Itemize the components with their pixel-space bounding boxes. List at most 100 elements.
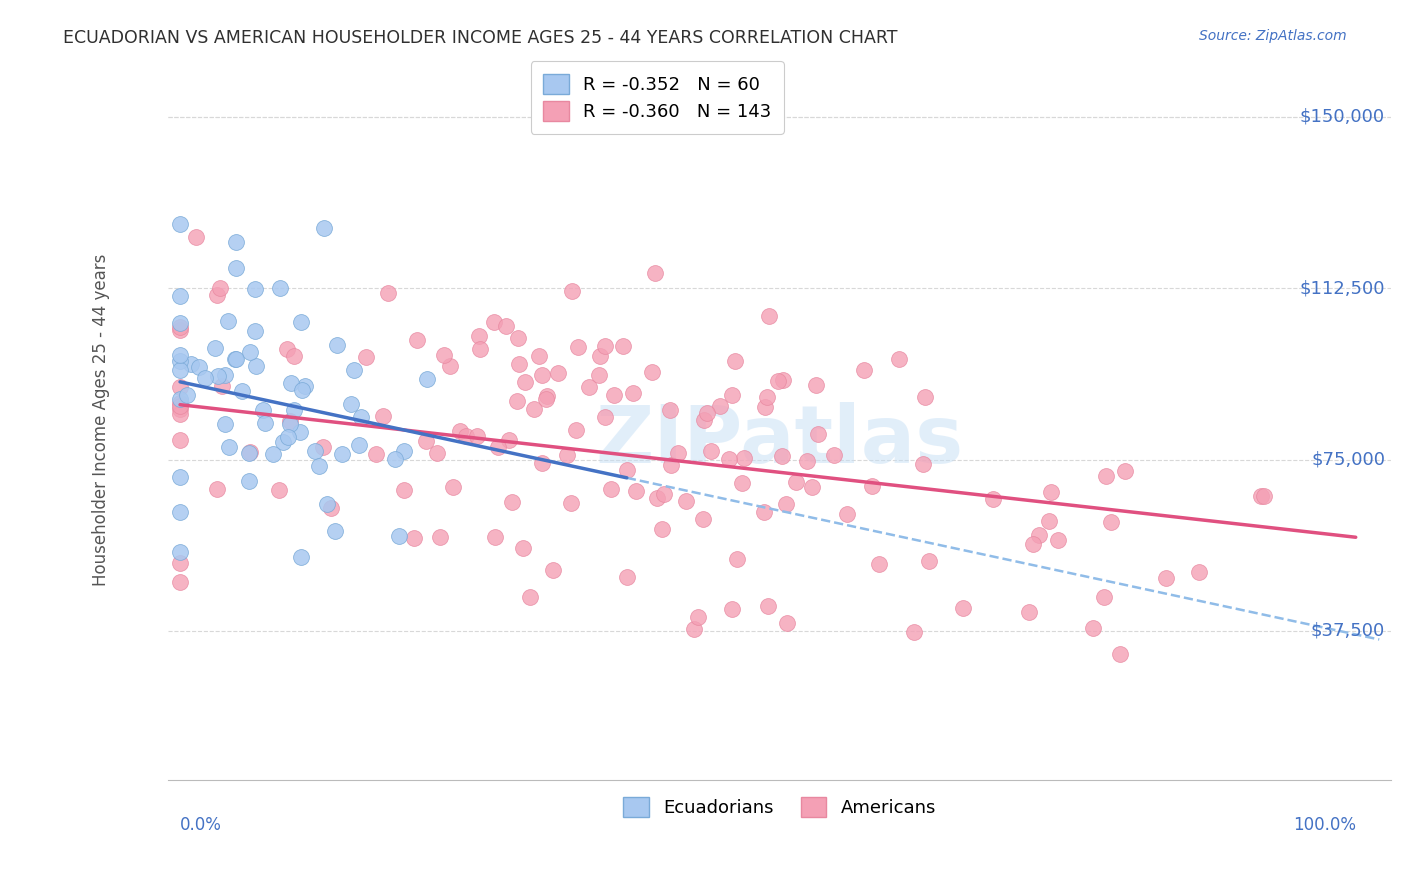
Point	[169, 505, 191, 519]
Point	[169, 316, 191, 330]
Point	[184, 230, 207, 244]
Point	[565, 423, 588, 437]
Text: 0.0%: 0.0%	[180, 816, 222, 834]
Point	[589, 349, 612, 363]
Point	[415, 372, 437, 386]
Point	[721, 602, 744, 616]
Point	[578, 380, 600, 394]
Point	[758, 310, 780, 324]
Point	[404, 531, 426, 545]
Point	[388, 529, 411, 543]
Point	[288, 425, 311, 440]
Point	[800, 480, 823, 494]
Point	[775, 497, 797, 511]
Point	[283, 403, 305, 417]
Point	[541, 563, 564, 577]
Point	[796, 454, 818, 468]
Point	[911, 457, 934, 471]
Point	[1021, 537, 1043, 551]
Point	[218, 440, 240, 454]
Point	[595, 339, 617, 353]
Point	[534, 392, 557, 406]
Point	[505, 393, 527, 408]
Point	[205, 288, 228, 302]
Point	[506, 331, 529, 345]
Text: $112,500: $112,500	[1299, 279, 1385, 297]
Point	[686, 610, 709, 624]
Point	[531, 456, 554, 470]
Point	[547, 366, 569, 380]
Point	[439, 359, 461, 373]
Point	[659, 458, 682, 473]
Point	[860, 479, 883, 493]
Point	[291, 383, 314, 397]
Point	[523, 402, 546, 417]
Point	[700, 443, 723, 458]
Point	[731, 475, 754, 490]
Point	[513, 376, 536, 390]
Point	[319, 501, 342, 516]
Point	[392, 444, 415, 458]
Point	[217, 313, 239, 327]
Text: $37,500: $37,500	[1310, 622, 1385, 640]
Point	[371, 409, 394, 423]
Point	[267, 483, 290, 498]
Point	[169, 395, 191, 409]
Point	[169, 362, 191, 376]
Point	[207, 483, 229, 497]
Point	[484, 530, 506, 544]
Point	[350, 410, 373, 425]
Point	[326, 338, 349, 352]
Point	[377, 286, 399, 301]
Text: $75,000: $75,000	[1312, 450, 1385, 468]
Point	[536, 389, 558, 403]
Point	[1040, 485, 1063, 500]
Point	[498, 433, 520, 447]
Point	[560, 495, 582, 509]
Point	[429, 530, 451, 544]
Point	[238, 474, 260, 488]
Point	[214, 417, 236, 431]
Point	[169, 323, 191, 337]
Point	[169, 470, 191, 484]
Point	[754, 401, 776, 415]
Point	[668, 446, 690, 460]
Point	[354, 350, 377, 364]
Point	[853, 362, 876, 376]
Point	[208, 281, 231, 295]
Point	[647, 491, 669, 506]
Point	[426, 446, 449, 460]
Point	[169, 354, 191, 368]
Point	[347, 438, 370, 452]
Point	[169, 217, 191, 231]
Point	[588, 368, 610, 383]
Point	[207, 368, 229, 383]
Point	[169, 392, 191, 406]
Point	[339, 397, 361, 411]
Text: Householder Income Ages 25 - 44 years: Householder Income Ages 25 - 44 years	[91, 253, 110, 586]
Point	[823, 448, 845, 462]
Point	[724, 354, 747, 368]
Point	[721, 388, 744, 402]
Point	[231, 384, 253, 398]
Point	[486, 440, 509, 454]
Point	[868, 557, 890, 571]
Point	[188, 359, 211, 374]
Point	[1038, 514, 1060, 528]
Point	[529, 349, 551, 363]
Point	[804, 377, 827, 392]
Point	[600, 482, 623, 496]
Point	[766, 375, 789, 389]
Point	[276, 343, 298, 357]
Point	[243, 324, 266, 338]
Text: ZIPatlas: ZIPatlas	[596, 402, 963, 480]
Point	[640, 365, 662, 379]
Point	[501, 495, 523, 509]
Point	[384, 452, 406, 467]
Point	[482, 314, 505, 328]
Text: ECUADORIAN VS AMERICAN HOUSEHOLDER INCOME AGES 25 - 44 YEARS CORRELATION CHART: ECUADORIAN VS AMERICAN HOUSEHOLDER INCOM…	[63, 29, 898, 46]
Point	[693, 413, 716, 427]
Point	[652, 487, 675, 501]
Point	[262, 447, 284, 461]
Point	[456, 429, 478, 443]
